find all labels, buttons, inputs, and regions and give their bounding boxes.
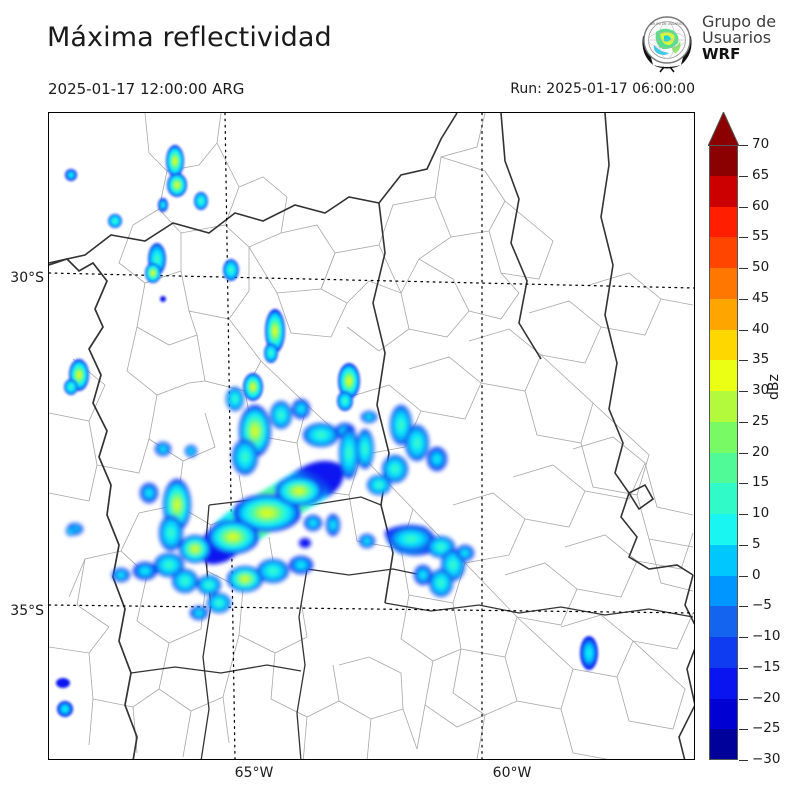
colorbar-tick	[739, 145, 748, 146]
colorbar-tick	[739, 206, 748, 208]
colorbar-tick	[739, 760, 748, 761]
colorbar-segment	[709, 483, 738, 514]
colorbar-tick-label: −15	[752, 658, 781, 675]
page-title: Máxima reflectividad	[47, 22, 332, 53]
admin-boundaries-layer	[49, 113, 694, 759]
logo-line-2: Usuarios	[702, 28, 772, 47]
colorbar-tick	[739, 637, 748, 638]
colorbar-tick	[739, 514, 748, 515]
colorbar-segment	[709, 667, 738, 699]
map-plot-area[interactable]	[48, 112, 695, 760]
colorbar-tick	[739, 421, 748, 423]
ytick-label-35S: 35°S	[10, 603, 44, 619]
colorbar-tick-label: −25	[752, 720, 781, 737]
colorbar-tick	[739, 391, 748, 392]
colorbar-tick	[739, 729, 748, 731]
logo-text: Grupo de Usuarios WRF	[702, 14, 776, 62]
colorbar-tick-label: 40	[752, 320, 770, 337]
colorbar-segment	[709, 360, 738, 391]
colorbar-segment	[709, 514, 738, 545]
colorbar-tick-label: 0	[752, 566, 761, 583]
colorbar-tick-label: 5	[752, 535, 761, 552]
colorbar-tick-label: 65	[752, 166, 770, 183]
colorbar-segment	[709, 237, 738, 268]
colorbar-tick-label: −5	[752, 597, 772, 614]
colorbar-tick	[739, 698, 748, 700]
colorbar-segment	[709, 698, 738, 730]
logo-line-1: Grupo de	[702, 12, 777, 31]
colorbar-segment	[709, 452, 738, 484]
colorbar-segment	[709, 298, 738, 330]
colorbar-tick-label: 30	[752, 382, 770, 398]
colorbar-tick-label: −20	[752, 689, 781, 706]
model-run-label: Run: 2025-01-17 06:00:00	[510, 81, 695, 97]
colorbar-tick-label: 50	[752, 259, 770, 275]
gridline-lat-35S	[49, 604, 694, 614]
colorbar-segment	[709, 637, 738, 668]
colorbar-tick-label: 70	[752, 136, 770, 152]
colorbar-tick	[739, 329, 748, 331]
colorbar-tick	[739, 606, 748, 608]
colorbar-tick	[739, 667, 748, 669]
ytick-label-30S: 30°S	[10, 270, 44, 286]
colorbar-tick-label: 60	[752, 197, 770, 214]
colorbar-tick	[739, 268, 748, 269]
colorbar-segment	[709, 206, 738, 238]
logo-line-3: WRF	[702, 45, 741, 63]
colorbar-segment	[709, 606, 738, 637]
colorbar-segment	[709, 575, 738, 607]
colorbar-tick	[739, 298, 748, 300]
colorbar-tick-label: 15	[752, 474, 770, 491]
colorbar-tick-label: −30	[752, 751, 781, 767]
colorbar-segment	[709, 175, 738, 207]
colorbar-segment	[709, 145, 738, 176]
colorbar-tick-label: 25	[752, 412, 770, 429]
colorbar-tick	[739, 175, 748, 177]
colorbar-tick	[739, 575, 748, 577]
colorbar-segment	[709, 329, 738, 361]
xtick-label-65W: 65°W	[234, 765, 274, 781]
gridline-lon-65W	[224, 113, 236, 759]
colorbar-tick-label: 55	[752, 228, 770, 245]
colorbar-segment	[709, 729, 738, 760]
reflectivity-map	[49, 113, 694, 759]
colorbar-tick-label: 20	[752, 443, 770, 460]
colorbar-tick	[739, 452, 748, 454]
colorbar-tick-label: 10	[752, 505, 770, 521]
colorbar-tick	[739, 360, 748, 362]
reflectivity-echo-layer	[56, 145, 598, 717]
colorbar-segment	[709, 268, 738, 299]
colorbar-tick	[739, 237, 748, 239]
colorbar-segment	[709, 421, 738, 453]
svg-text:GRUPO DE USUARIOS: GRUPO DE USUARIOS	[650, 22, 685, 26]
colorbar-extend-arrow	[708, 112, 739, 146]
colorbar-tick-label: 45	[752, 289, 770, 306]
colorbar-tick-label: −10	[752, 628, 781, 644]
colorbar-segment	[709, 391, 738, 422]
colorbar-tick	[739, 483, 748, 485]
colorbar-tick-label: 35	[752, 351, 770, 368]
valid-datetime-label: 2025-01-17 12:00:00 ARG	[48, 80, 245, 98]
colorbar-tick	[739, 544, 748, 546]
colorbar[interactable]	[709, 145, 738, 760]
xtick-label-60W: 60°W	[492, 765, 532, 781]
globe-emblem-icon: GRUPO DE USUARIOS	[642, 16, 692, 73]
colorbar-segment	[709, 544, 738, 576]
logo: GRUPO DE USUARIOS Grupo de Usuarios WRF	[636, 10, 796, 76]
